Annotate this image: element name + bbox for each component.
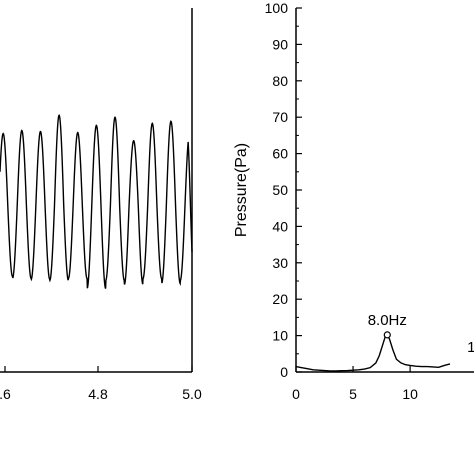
right-chart: 0 10 20 30 40 50 60 70 80 90 100 0 5 10 8.0Hz 1 Pressu…	[233, 0, 474, 402]
right-y-tick-label: 60	[272, 146, 288, 162]
right-y-tick-label: 40	[272, 218, 288, 234]
right-y-axis-title: Pressure(Pa)	[233, 143, 250, 237]
right-y-tick-label: 50	[272, 182, 288, 198]
left-signal-line	[0, 114, 193, 289]
right-y-tick-label: 10	[272, 328, 288, 344]
right-spectrum-line	[295, 333, 451, 372]
left-x-tick-label: 5.0	[182, 386, 202, 402]
right-y-tick-label: 30	[272, 255, 288, 271]
right-x-tick-label: 10	[402, 386, 418, 402]
right-y-tick-label: 80	[272, 73, 288, 89]
right-y-tick-label: 90	[272, 36, 288, 52]
right-y-tick-label: 0	[280, 364, 288, 380]
right-x-tick-label: 5	[349, 386, 357, 402]
right-y-tick-label: 100	[265, 0, 289, 16]
left-x-tick-label: 4.8	[88, 386, 108, 402]
right-y-tick-label: 20	[272, 291, 288, 307]
right-y-tick-label: 70	[272, 109, 288, 125]
peak-label-partial: 1	[467, 339, 474, 356]
left-chart: .6 4.8 5.0	[0, 8, 202, 402]
left-x-tick-label: .6	[0, 386, 11, 402]
right-x-tick-label: 0	[292, 386, 300, 402]
peak-label: 8.0Hz	[368, 312, 407, 329]
peak-marker	[383, 331, 391, 339]
